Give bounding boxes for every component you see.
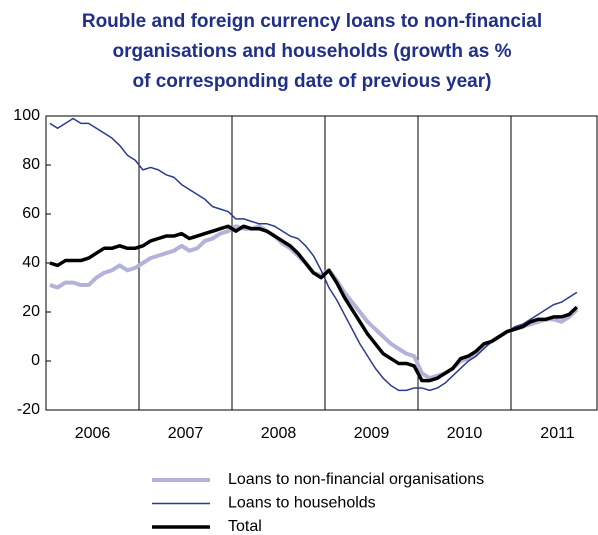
legend-label: Loans to non-financial organisations <box>228 471 484 488</box>
chart-title: Rouble and foreign currency loans to non… <box>82 11 542 32</box>
chart-title: organisations and households (growth as … <box>112 41 511 62</box>
x-tick-label: 2011 <box>540 425 575 442</box>
y-tick-label: 60 <box>22 205 40 222</box>
series-line <box>49 117 578 392</box>
chart-title: of corresponding date of previous year) <box>133 71 492 92</box>
x-tick-label: 2008 <box>261 425 297 442</box>
x-tick-label: 2007 <box>168 425 204 442</box>
y-tick-label: 40 <box>22 254 40 271</box>
legend-label: Loans to households <box>228 495 376 512</box>
series-line <box>49 224 579 383</box>
y-tick-label: -20 <box>17 401 40 418</box>
y-tick-label: 20 <box>22 303 40 320</box>
x-tick-label: 2006 <box>75 425 111 442</box>
y-tick-label: 80 <box>22 156 40 173</box>
legend-label: Total <box>228 518 262 535</box>
y-tick-label: 0 <box>31 352 40 369</box>
x-tick-label: 2009 <box>354 425 390 442</box>
plot-frame <box>45 115 598 411</box>
y-tick-label: 100 <box>13 107 40 124</box>
x-tick-label: 2010 <box>447 425 483 442</box>
